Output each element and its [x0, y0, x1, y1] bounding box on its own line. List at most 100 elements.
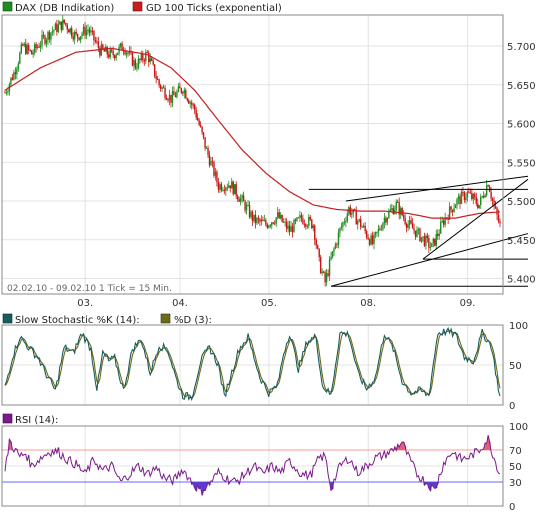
- candle-body: [4, 92, 6, 94]
- candle-body: [327, 273, 329, 276]
- candle-body: [11, 77, 14, 80]
- candle-body: [23, 43, 25, 46]
- candle-body: [325, 273, 328, 283]
- rsi-fill-oversold: [201, 482, 204, 495]
- candle-body: [305, 224, 307, 227]
- candle-body: [402, 215, 405, 218]
- candle-body: [137, 58, 140, 69]
- rsi-fill-overbought: [398, 447, 401, 450]
- candle-body: [35, 44, 37, 48]
- rsi-fill-oversold: [204, 482, 207, 491]
- candle-body: [207, 147, 209, 156]
- candle-body: [391, 208, 393, 210]
- candle-body: [19, 52, 21, 64]
- candle-body: [497, 214, 500, 222]
- candle-body: [435, 233, 437, 246]
- candle-body: [245, 205, 248, 211]
- candle-body: [228, 185, 230, 188]
- candle-body: [392, 208, 394, 215]
- candle-body: [112, 51, 114, 56]
- candle-body: [293, 219, 295, 233]
- candle-body: [208, 155, 211, 166]
- price-panel-frame: [1, 14, 504, 295]
- candle-body: [248, 204, 251, 218]
- candle-body: [229, 185, 231, 189]
- candle-body: [146, 52, 148, 54]
- candle-body: [469, 192, 472, 194]
- candle-body: [380, 229, 383, 231]
- candle-body: [225, 187, 227, 191]
- candle-body: [159, 85, 162, 89]
- candle-body: [106, 46, 108, 55]
- candle-body: [281, 214, 283, 222]
- candle-body: [482, 196, 485, 198]
- frame-layer: 5.400 5.450 5.500 5.550 5.600 5.650 5.700 03. 04…: [1, 14, 536, 513]
- candle-body: [319, 257, 322, 274]
- candle-body: [260, 219, 263, 222]
- candle-body: [275, 217, 277, 224]
- candle-body: [211, 161, 214, 163]
- candle-body: [7, 91, 9, 93]
- candle-body: [56, 23, 58, 32]
- candle-body: [234, 184, 236, 195]
- candle-body: [195, 109, 197, 118]
- candle-body: [63, 19, 65, 23]
- rsi-fill-oversold: [428, 482, 430, 489]
- candle-body: [306, 225, 309, 227]
- candle-body: [468, 191, 470, 193]
- candle-body: [368, 239, 371, 245]
- candle-body: [496, 207, 498, 215]
- candle-body: [271, 222, 273, 226]
- candle-body: [102, 44, 104, 50]
- rsi-fill-overbought: [402, 442, 405, 450]
- candle-body: [152, 60, 154, 65]
- chart-info-text: 02.02.10 - 09.02.10 1 Tick = 15 Min.: [7, 284, 172, 294]
- candle-body: [45, 39, 48, 44]
- candle-body: [78, 37, 80, 40]
- candle-body: [36, 46, 39, 48]
- candle-body: [330, 256, 332, 260]
- grid-layer: [2, 15, 503, 506]
- legend-swatch-stoch-k: [2, 313, 13, 324]
- candle-body: [346, 213, 349, 221]
- candle-body: [361, 226, 363, 228]
- candle-body: [312, 225, 314, 229]
- candle-body: [324, 272, 326, 283]
- candle-body: [122, 50, 125, 52]
- rsi-panel-frame: [1, 425, 504, 507]
- candle-body: [32, 52, 34, 55]
- rsi-fill-oversold: [426, 482, 429, 484]
- legend-swatch-stoch-d: [160, 313, 171, 324]
- candle-body: [297, 217, 300, 219]
- price-y-tick-label: 5.550: [507, 158, 536, 169]
- rsi-fill-overbought: [487, 435, 490, 450]
- candle-body: [451, 209, 454, 212]
- candle-body: [373, 234, 375, 244]
- rsi-fill-oversold: [198, 482, 201, 489]
- x-tick-label: 08.: [360, 298, 376, 309]
- candle-body: [462, 191, 464, 193]
- candle-body: [371, 235, 374, 244]
- candle-body: [164, 87, 166, 98]
- candle-body: [38, 46, 40, 48]
- candle-body: [336, 243, 338, 245]
- legend-label-stoch-k: Slow Stochastic %K (14):: [15, 315, 140, 326]
- candle-body: [315, 240, 317, 246]
- candle-body: [322, 271, 325, 273]
- candle-body: [182, 92, 184, 94]
- candle-body: [91, 30, 94, 32]
- candle-body: [405, 223, 408, 228]
- candle-body: [466, 191, 469, 198]
- stoch-d-line: [4, 329, 501, 400]
- legend-label-stoch-d: %D (3):: [174, 315, 212, 326]
- candle-body: [328, 259, 331, 276]
- rsi-fill-oversold: [330, 482, 333, 491]
- candle-body: [362, 225, 365, 227]
- candle-body: [354, 209, 356, 211]
- candle-body: [337, 232, 340, 245]
- candle-body: [382, 223, 384, 230]
- candle-body: [186, 98, 188, 101]
- rsi-fill-overbought: [394, 446, 396, 450]
- candle-body: [429, 246, 432, 248]
